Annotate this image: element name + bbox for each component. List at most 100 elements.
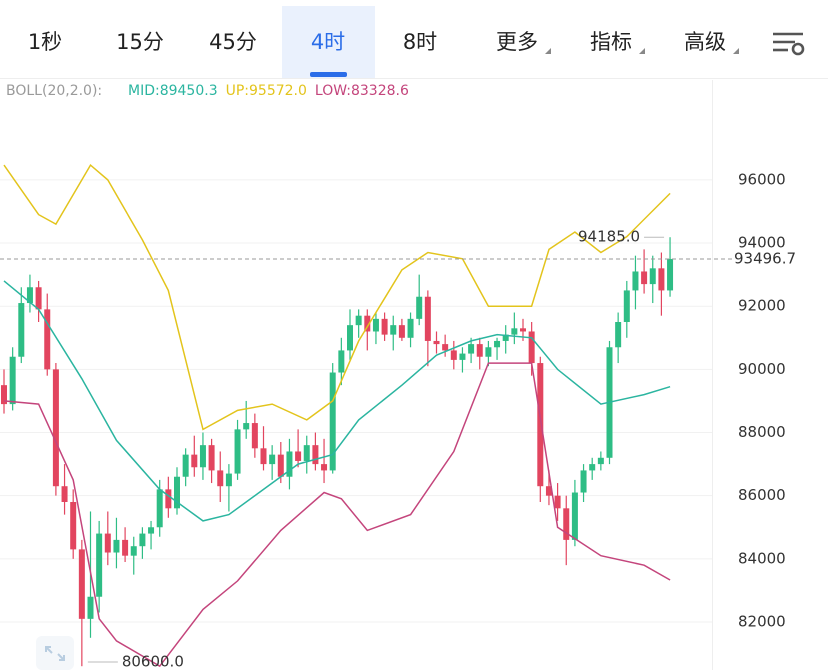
candle-body [35,287,42,310]
candle-body [104,533,111,553]
y-tick-label: 84000 [738,549,786,567]
y-tick-label: 82000 [738,613,786,631]
plot [1,163,674,668]
candle-body [554,495,561,509]
candle-body [632,271,639,291]
candle-body [44,309,51,370]
settings-icon[interactable] [773,32,805,56]
candle-body [269,454,276,465]
candle-body [623,290,630,322]
candle-body [70,502,77,550]
boll-line [3,280,671,522]
candle-body [113,539,120,553]
candle-body [502,334,509,341]
candle-body [563,508,570,540]
candle-body [286,451,293,477]
candle-body [139,533,146,547]
candle-body [589,464,596,471]
candle-body [61,486,68,502]
candle-body [303,445,310,461]
y-tick-label: 92000 [738,297,786,315]
tab[interactable]: 1秒 [28,30,62,54]
candle-body [468,344,475,354]
candle-body [667,258,674,291]
overlay: MID:89450.3 UP:95572.0 LOW:83328.693496.79… [0,83,828,670]
candle-body [277,454,284,477]
candle-body [355,315,362,326]
candle-body [217,470,224,487]
candle-body [338,350,345,373]
candle-body [251,423,258,449]
candle-body [148,527,155,534]
candle-body [96,533,103,597]
y-tick-label: 94000 [738,234,786,252]
candle-body [182,454,189,477]
tab[interactable]: 4时 [311,30,345,54]
candle-body [364,315,371,332]
candle-body [312,445,319,465]
tab[interactable]: 更多 [496,30,538,54]
candle-body [398,325,405,338]
candle-body [78,549,85,619]
tab[interactable]: 15分 [116,30,164,54]
boll-line [3,163,671,431]
candle-body [597,457,604,465]
active-tab-bg [282,6,375,78]
candle-body [416,296,423,319]
tab[interactable]: 8时 [403,30,437,54]
y-tick-label: 90000 [738,360,786,378]
candle-body [234,429,241,474]
expand-icon[interactable] [36,636,74,670]
candle-body [9,356,16,405]
candle-body [511,328,518,335]
candle-body [615,322,622,348]
candle-body [442,344,449,351]
legend-entry: LOW:83328.6 [315,83,409,99]
dropdown-caret [733,48,739,54]
candle-body [641,271,648,285]
candle-body [174,476,180,509]
last-price-box [732,247,828,270]
dropdown-caret [545,48,551,54]
candle-body [372,318,379,332]
candle-body [199,445,206,468]
candle-body [528,331,535,364]
candle-body [424,296,431,341]
candle-body [130,546,137,556]
tab[interactable]: 高级 [684,30,726,54]
candle-body [494,340,501,348]
candle-body [191,454,198,468]
candle-body [347,325,353,351]
candle-body [476,344,483,357]
candle-body [18,303,25,357]
legend-entry: MID:89450.3 [128,83,218,99]
candle-body [433,340,440,345]
tab-bar: 1秒 15分 45分 4时 8时 更多 指标 高级 [28,30,739,54]
tab[interactable]: 指标 [590,30,632,54]
annotation-label: 94185.0 [578,228,640,246]
candle-body [450,350,457,360]
candle-body [321,464,328,471]
tab[interactable]: 45分 [209,30,257,54]
candle-body [407,318,414,338]
candle-body [1,385,7,405]
candle-body [329,372,336,471]
candle-body [658,268,665,291]
candle-body [545,486,552,496]
candle-body [485,347,492,357]
candle-body [26,287,33,304]
candle-body [580,470,587,493]
candle-body [243,423,250,430]
candle-body [459,353,466,360]
candle-body [156,489,163,528]
grid: 82000 84000 86000 88000 90000 92000 94000 96000 [0,170,786,631]
candle-body [649,268,656,285]
candle-body [52,369,59,487]
candle-body [225,473,232,487]
y-tick-label: 86000 [738,486,786,504]
candle-body [381,318,388,335]
candle-body [260,448,267,465]
candle-body [390,325,397,335]
boll-line [3,362,671,668]
